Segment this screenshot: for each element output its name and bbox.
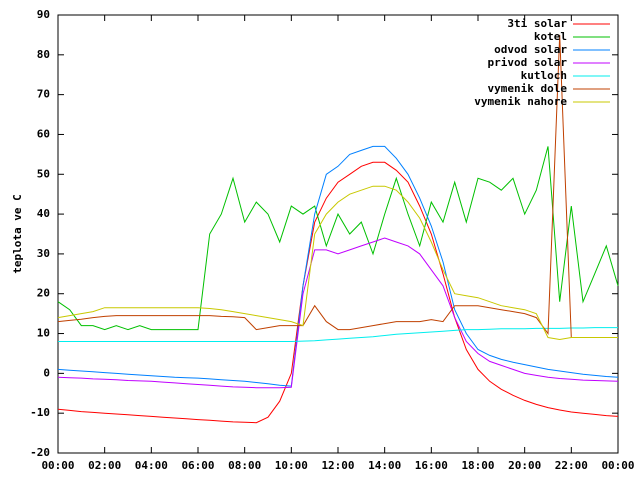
plot-frame (57, 14, 619, 454)
y-tick-label: 50 (37, 167, 50, 180)
series-line (57, 34, 618, 338)
x-tick-label: 02:00 (88, 459, 121, 472)
x-tick-label: 06:00 (181, 459, 214, 472)
x-tick-label: 18:00 (461, 459, 494, 472)
y-tick-label: 60 (37, 127, 50, 140)
y-tick-label: 70 (37, 88, 50, 101)
y-tick-label: 20 (37, 287, 50, 300)
x-tick-label: 20:00 (508, 459, 541, 472)
series-line (57, 145, 619, 387)
series-line (57, 237, 619, 389)
x-tick-label: 22:00 (555, 459, 588, 472)
x-tick-label: 08:00 (228, 459, 261, 472)
x-tick-label: 12:00 (321, 459, 354, 472)
series-line (58, 327, 618, 342)
legend-label: 3ti solar (507, 17, 567, 30)
legend-label: kotel (534, 30, 567, 43)
series-line (57, 161, 619, 424)
legend-label: privod solar (488, 56, 568, 69)
series-line (57, 146, 619, 331)
x-tick-label: 16:00 (415, 459, 448, 472)
legend-label: vymenik nahore (474, 95, 567, 108)
y-axis-label: teplota ve C (11, 194, 24, 273)
y-tick-label: 90 (37, 8, 50, 21)
legend-label: odvod solar (494, 43, 567, 56)
y-tick-label: 40 (37, 207, 50, 220)
x-tick-label: 10:00 (275, 459, 308, 472)
y-tick-label: 10 (37, 327, 50, 340)
x-tick-label: 04:00 (135, 459, 168, 472)
x-tick-label: 14:00 (368, 459, 401, 472)
x-tick-label: 00:00 (41, 459, 74, 472)
y-tick-label: 0 (43, 366, 50, 379)
y-tick-label: 80 (37, 48, 50, 61)
legend-label: kutloch (521, 69, 567, 82)
legend-label: vymenik dole (488, 82, 568, 95)
y-tick-label: 30 (37, 247, 50, 260)
y-tick-label: -20 (30, 446, 50, 459)
y-tick-label: -10 (30, 406, 50, 419)
x-tick-label: 00:00 (601, 459, 634, 472)
series-line (57, 185, 618, 341)
